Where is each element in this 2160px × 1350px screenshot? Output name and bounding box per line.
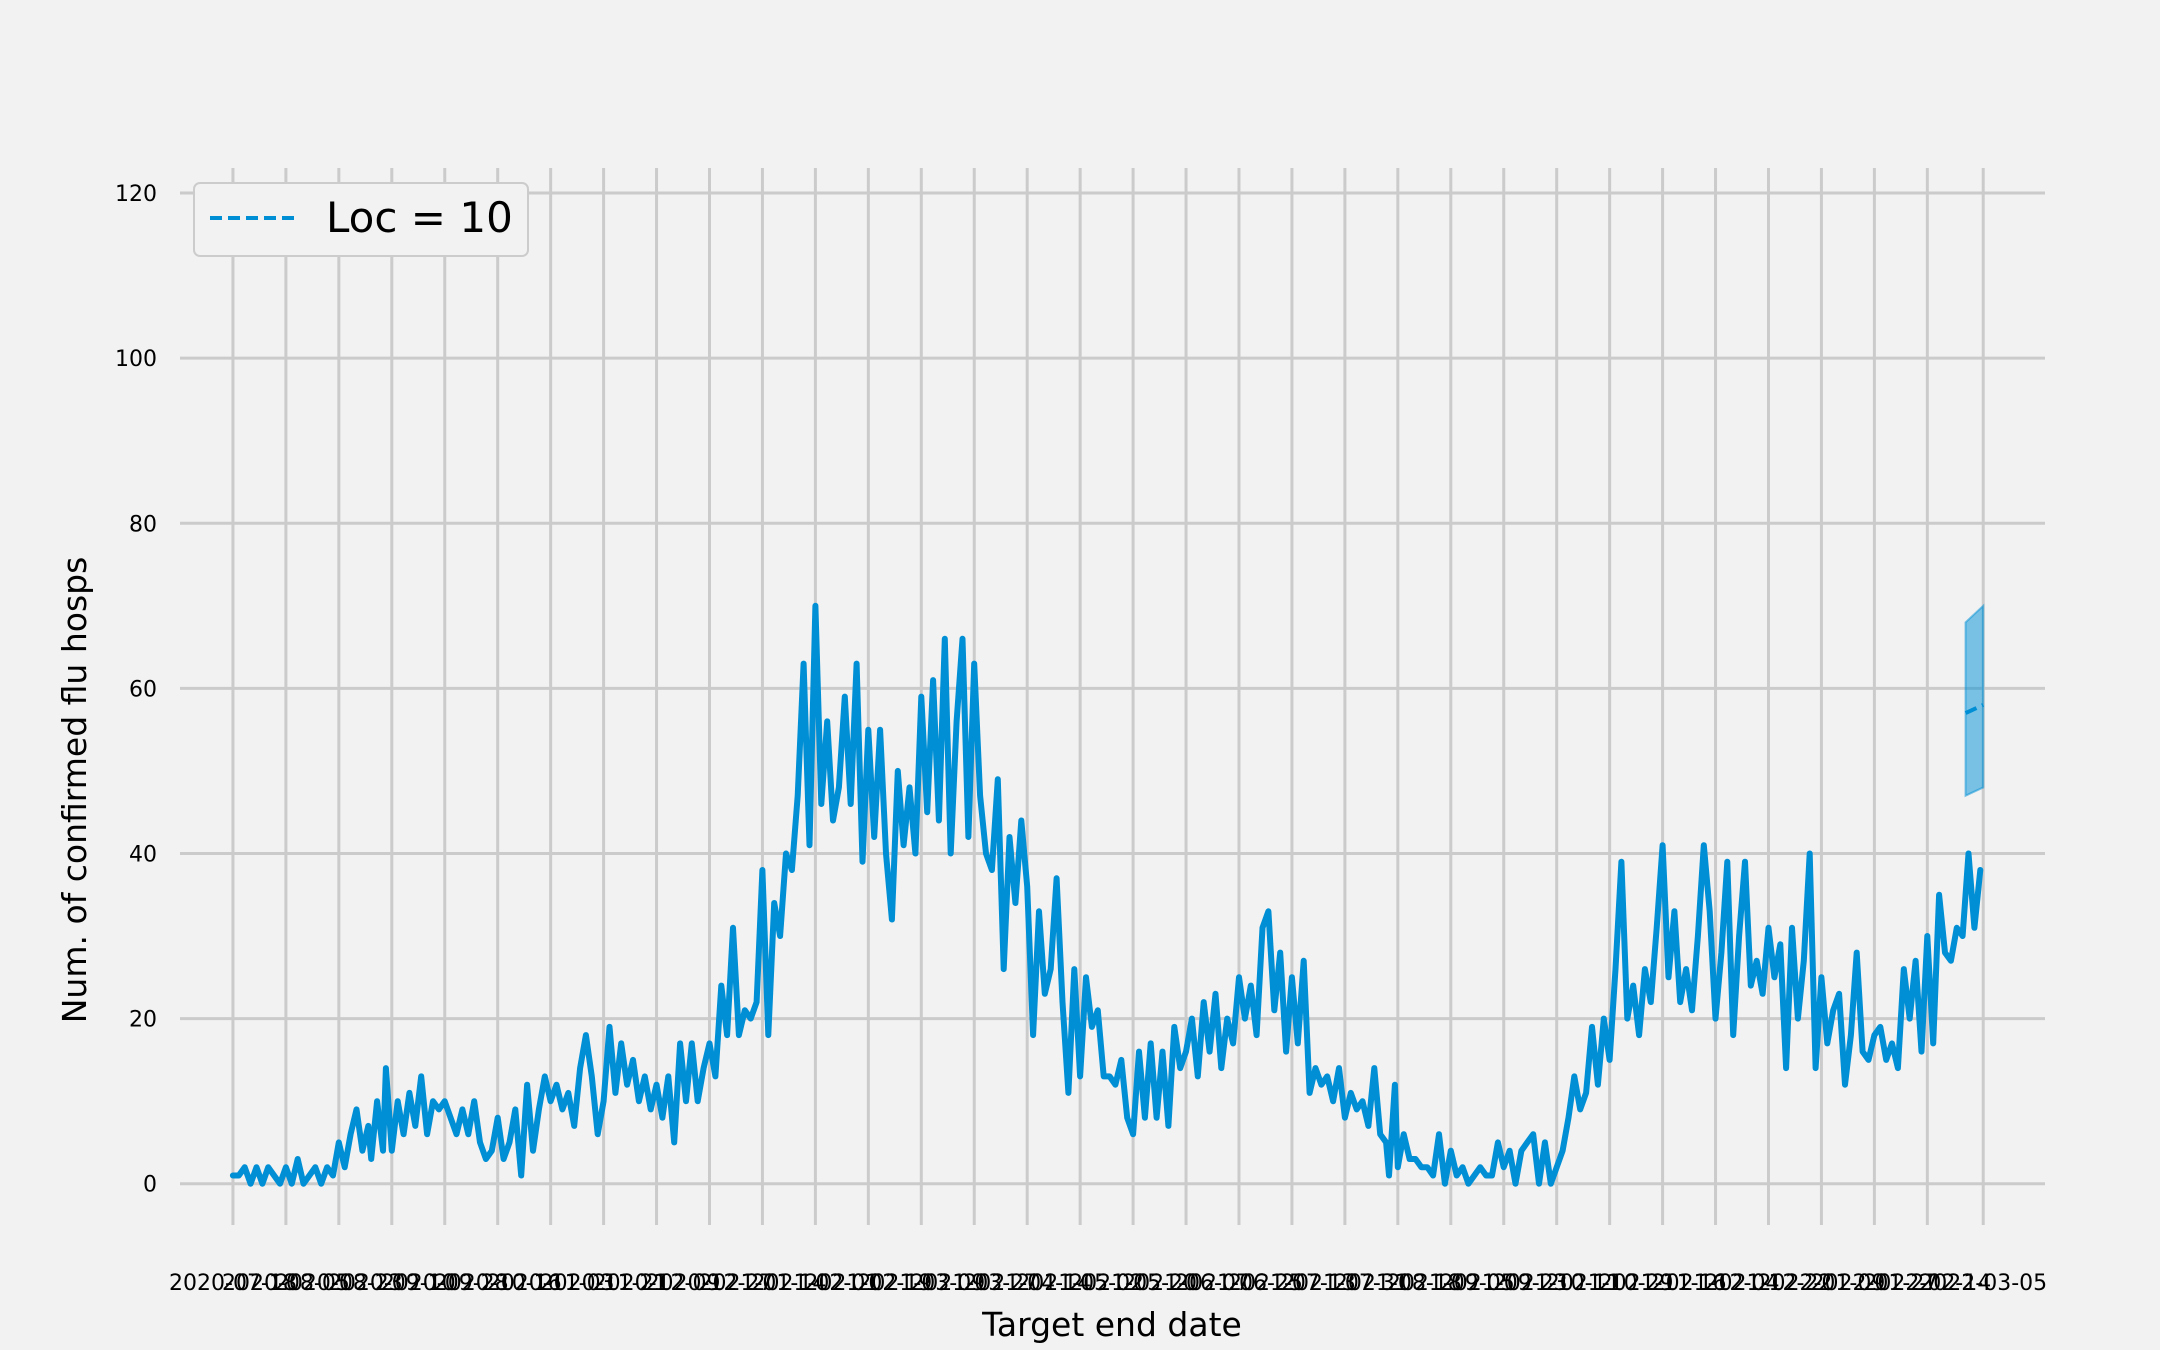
x-tick-label-27: 2021-11-16 (1599, 1271, 1727, 1296)
x-tick-label-0: 2020-07-18 (169, 1271, 297, 1296)
forecast-interval-band (1964, 603, 1985, 798)
x-tick-label-32: 2022-02-14 (1863, 1271, 1991, 1296)
x-tick-label-10: 2021-01-14 (699, 1271, 827, 1296)
x-tick-label-5: 2020-10-16 (434, 1271, 562, 1296)
y-tick-labels: 0 20 40 60 80 100 120 (115, 182, 157, 1198)
x-axis-label: Target end date (981, 1305, 1242, 1344)
legend-entry-label: Loc = 10 (326, 193, 513, 242)
y-axis-label: Num. of confirmed flu hosps (55, 557, 94, 1024)
y-tick-label-4: 80 (129, 512, 157, 537)
x-tick-label-29: 2021-12-22 (1705, 1271, 1833, 1296)
legend: Loc = 10 (193, 182, 529, 257)
y-tick-label-3: 60 (129, 677, 157, 702)
x-tick-label-14: 2021-03-27 (910, 1271, 1038, 1296)
x-tick-label-7: 2020-11-21 (540, 1271, 668, 1296)
series-lines (229, 602, 1985, 1187)
x-tick-label-25: 2021-10-11 (1493, 1271, 1621, 1296)
forecast-line (1964, 703, 1985, 715)
y-tick-label-5: 100 (115, 347, 157, 372)
x-tick-label-4: 2020-09-28 (381, 1271, 509, 1296)
x-tick-label-31: 2022-01-27 (1810, 1271, 1938, 1296)
x-tick-label-8: 2020-12-09 (593, 1271, 721, 1296)
x-tick-label-20: 2021-07-13 (1228, 1271, 1356, 1296)
x-tick-label-23: 2021-09-05 (1387, 1271, 1515, 1296)
y-tick-label-1: 20 (129, 1008, 157, 1033)
x-tick-label-19: 2021-06-25 (1175, 1271, 1303, 1296)
x-tick-label-24: 2021-09-23 (1440, 1271, 1568, 1296)
x-tick-label-18: 2021-06-07 (1122, 1271, 1250, 1296)
x-tick-label-28: 2021-12-04 (1652, 1271, 1780, 1296)
y-tick-label-2: 40 (129, 842, 157, 867)
x-tick-label-11: 2021-02-01 (751, 1271, 879, 1296)
x-tick-label-13: 2021-03-09 (857, 1271, 985, 1296)
x-tick-label-1: 2020-08-05 (222, 1271, 350, 1296)
x-tick-label-26: 2021-10-29 (1546, 1271, 1674, 1296)
x-tick-label-12: 2021-02-19 (804, 1271, 932, 1296)
x-tick-label-9: 2020-12-27 (646, 1271, 774, 1296)
x-tick-label-22: 2021-08-18 (1334, 1271, 1462, 1296)
series-line-0 (229, 602, 1984, 1187)
x-tick-label-6: 2020-11-03 (487, 1271, 615, 1296)
x-tick-labels: 2020-07-182020-08-052020-08-232020-09-10… (169, 1271, 2047, 1296)
y-tick-label-6: 120 (115, 182, 157, 207)
x-tick-label-33: 2022-03-05 (1919, 1271, 2047, 1296)
legend-box (193, 182, 529, 257)
x-tick-label-17: 2021-05-20 (1069, 1271, 1197, 1296)
x-tick-label-15: 2021-04-14 (963, 1271, 1091, 1296)
x-tick-label-21: 2021-07-31 (1281, 1271, 1409, 1296)
x-tick-label-3: 2020-09-10 (328, 1271, 456, 1296)
x-tick-label-16: 2021-05-02 (1016, 1271, 1144, 1296)
x-tick-label-30: 2022-01-09 (1758, 1271, 1886, 1296)
forecast-band (1964, 603, 1985, 798)
x-tick-label-2: 2020-08-23 (275, 1271, 403, 1296)
y-tick-label-0: 0 (143, 1173, 157, 1198)
